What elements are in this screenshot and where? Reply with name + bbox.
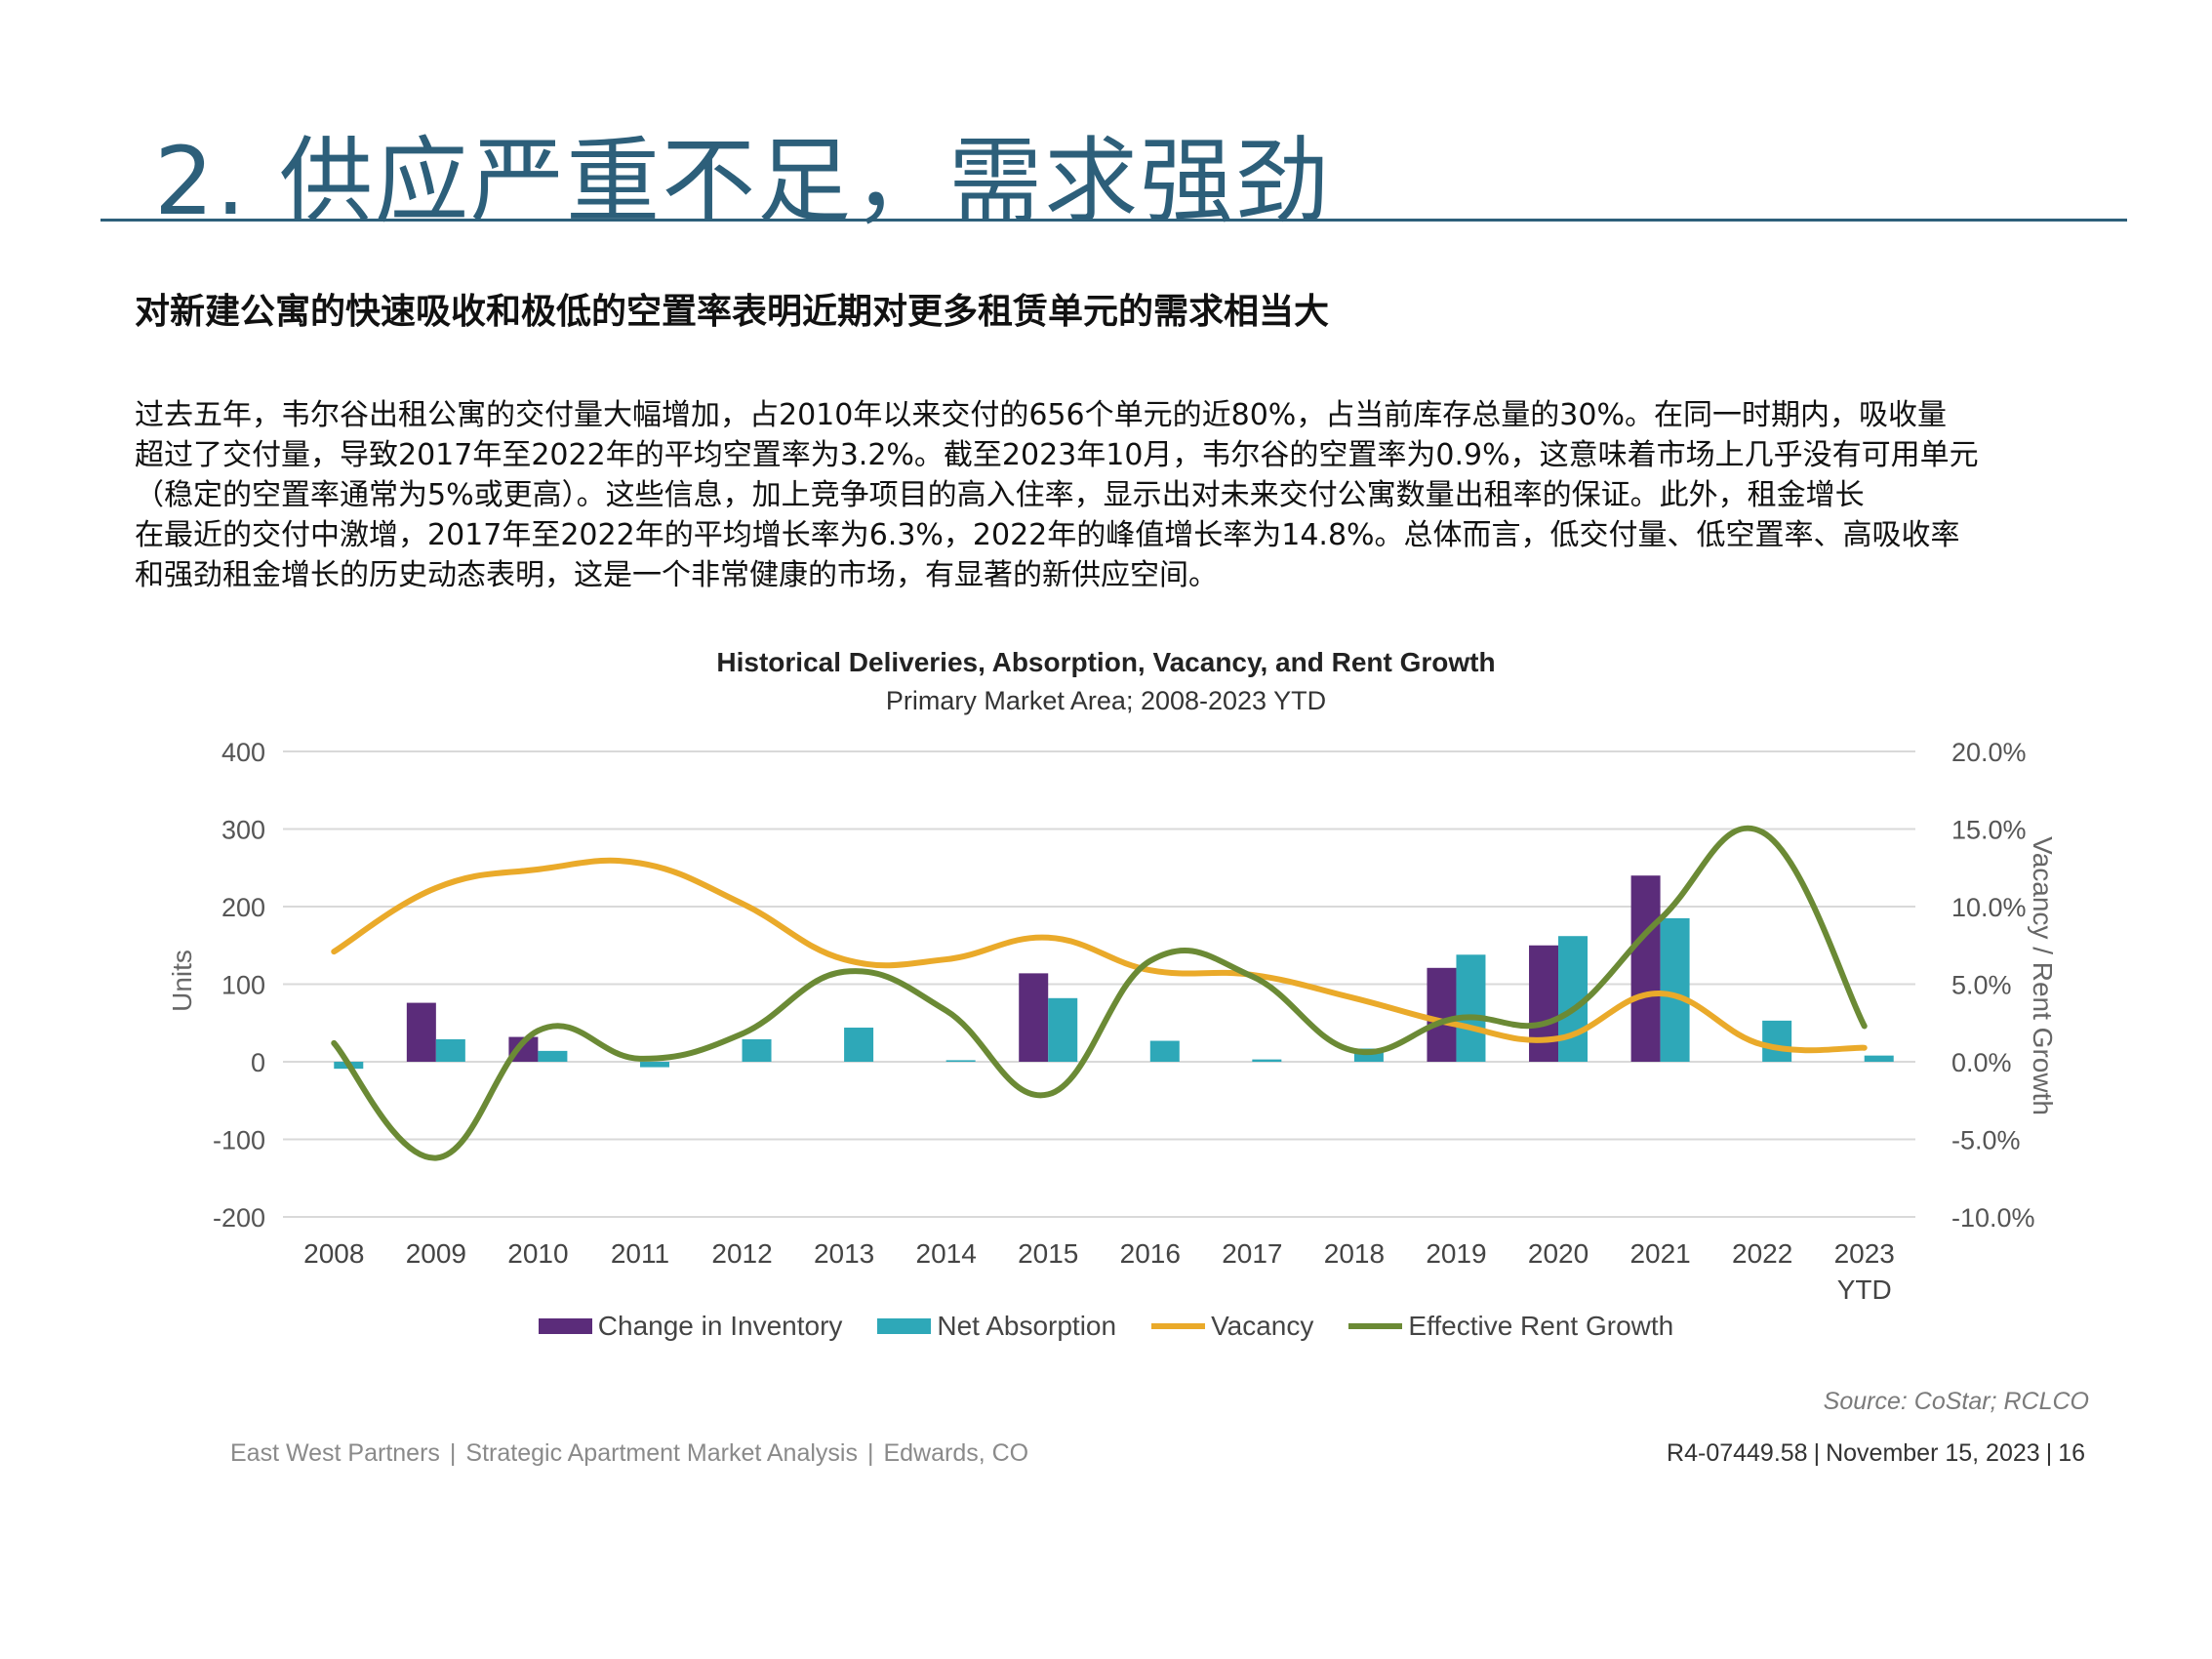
x-tick-label: 2022: [1732, 1238, 1792, 1269]
y-left-tick-label: -200: [213, 1203, 265, 1233]
legend-swatch-inventory: [538, 1318, 592, 1334]
x-tick-label: 2014: [916, 1238, 977, 1269]
body-line: 在最近的交付中激增，2017年至2022年的平均增长率为6.3%，2022年的峰…: [135, 518, 1960, 552]
chart-legend: Change in Inventory Net Absorption Vacan…: [0, 1311, 2212, 1342]
legend-label: Effective Rent Growth: [1408, 1311, 1674, 1341]
body-line: 和强劲租金增长的历史动态表明，这是一个非常健康的市场，有显著的新供应空间。: [135, 558, 1218, 592]
bar-net-absorption: [742, 1038, 772, 1062]
bar-net-absorption: [1864, 1055, 1894, 1062]
bar-change-in-inventory: [1019, 973, 1049, 1062]
y-left-axis-label: Units: [167, 950, 197, 1012]
line-vacancy: [331, 857, 1868, 1054]
chart-subtitle: Primary Market Area; 2008-2023 YTD: [885, 686, 1327, 715]
bar-net-absorption: [435, 1038, 465, 1062]
x-tick-label: 2008: [303, 1238, 364, 1269]
footer-right: R4-07449.58 | November 15, 2023 | 16: [1667, 1439, 2085, 1468]
footer-report-id: R4-07449.58: [1667, 1439, 1808, 1467]
bar-net-absorption: [1456, 954, 1486, 1062]
bar-net-absorption: [1048, 997, 1078, 1062]
chart-source: Source: CoStar; RCLCO: [1823, 1388, 2089, 1415]
y-left-tick-label: 0: [251, 1048, 265, 1077]
chart-title: Historical Deliveries, Absorption, Vacan…: [716, 647, 1496, 677]
x-tick-label: 2017: [1222, 1238, 1282, 1269]
page-title: 2. 供应严重不足，需求强劲: [154, 127, 1332, 236]
x-tick-label: 2020: [1528, 1238, 1589, 1269]
y-right-tick-label: 15.0%: [1951, 816, 2027, 845]
footer-separator: |: [1813, 1439, 1821, 1467]
y-left-tick-label: -100: [213, 1126, 265, 1155]
y-right-axis-label: Vacancy / Rent Growth: [2028, 836, 2058, 1115]
x-tick-label: 2018: [1324, 1238, 1385, 1269]
body-paragraph: 过去五年，韦尔谷出租公寓的交付量大幅增加，占2010年以来交付的656个单元的近…: [135, 395, 2125, 595]
bar-net-absorption: [945, 1060, 976, 1062]
footer-separator: |: [2045, 1439, 2053, 1467]
bar-change-in-inventory: [1427, 967, 1457, 1062]
legend-swatch-absorption: [877, 1318, 932, 1334]
body-line: 超过了交付量，导致2017年至2022年的平均空置率为3.2%。截至2023年1…: [135, 438, 1979, 472]
y-left-tick-label: 200: [221, 893, 265, 922]
y-left-tick-label: 400: [221, 738, 265, 767]
x-tick-label: 2011: [611, 1238, 669, 1269]
body-line: 过去五年，韦尔谷出租公寓的交付量大幅增加，占2010年以来交付的656个单元的近…: [135, 398, 1947, 432]
y-right-tick-label: -10.0%: [1951, 1203, 2035, 1233]
legend-item-net-absorption: Net Absorption: [877, 1311, 1116, 1342]
y-right-tick-label: 20.0%: [1951, 738, 2027, 767]
legend-swatch-vacancy: [1151, 1323, 1206, 1329]
title-divider: [101, 219, 2127, 222]
legend-item-rent-growth: Effective Rent Growth: [1348, 1311, 1673, 1342]
legend-item-change-in-inventory: Change in Inventory: [538, 1311, 843, 1342]
bar-change-in-inventory: [1630, 875, 1661, 1062]
x-tick-label: 2021: [1629, 1238, 1690, 1269]
y-left-tick-label: 100: [221, 971, 265, 1000]
x-tick-label: 2019: [1426, 1238, 1486, 1269]
body-line: （稳定的空置率通常为5%或更高）。这些信息，加上竞争项目的高入住率，显示出对未来…: [135, 478, 1865, 512]
legend-label: Vacancy: [1211, 1311, 1314, 1341]
section-subtitle: 对新建公寓的快速吸收和极低的空置率表明近期对更多租赁单元的需求相当大: [135, 292, 1330, 332]
y-right-tick-label: 0.0%: [1951, 1048, 2012, 1077]
footer-report: Strategic Apartment Market Analysis: [465, 1439, 858, 1467]
x-tick-label: 2009: [406, 1238, 466, 1269]
bar-net-absorption: [538, 1050, 568, 1062]
bar-net-absorption: [1252, 1059, 1282, 1062]
legend-item-vacancy: Vacancy: [1151, 1311, 1313, 1342]
footer-page-number: 16: [2058, 1439, 2085, 1467]
footer-date: November 15, 2023: [1826, 1439, 2040, 1467]
x-tick-label: 2023: [1834, 1238, 1895, 1269]
bar-net-absorption: [639, 1062, 669, 1068]
x-tick-label: 2012: [711, 1238, 772, 1269]
x-tick-label: 2010: [507, 1238, 568, 1269]
x-tick-label: 2016: [1120, 1238, 1181, 1269]
footer-company: East West Partners: [230, 1439, 440, 1467]
y-right-tick-label: -5.0%: [1951, 1126, 2021, 1155]
bar-change-in-inventory: [1529, 945, 1559, 1062]
bar-net-absorption: [844, 1028, 874, 1062]
legend-swatch-rent-growth: [1348, 1323, 1403, 1329]
bar-net-absorption: [1762, 1020, 1792, 1062]
footer-separator: |: [449, 1439, 457, 1467]
legend-label: Change in Inventory: [597, 1311, 843, 1341]
footer-location: Edwards, CO: [883, 1439, 1029, 1467]
y-left-tick-label: 300: [221, 816, 265, 845]
bar-change-in-inventory: [406, 1002, 436, 1062]
bar-net-absorption: [1660, 917, 1690, 1062]
footer-separator: |: [866, 1439, 874, 1467]
bar-net-absorption: [1149, 1040, 1180, 1062]
legend-label: Net Absorption: [937, 1311, 1117, 1341]
line-effective-rent-growth: [331, 825, 1868, 1161]
footer-left: East West Partners | Strategic Apartment M…: [230, 1439, 1028, 1468]
y-right-tick-label: 5.0%: [1951, 971, 2012, 1000]
x-tick-label: YTD: [1837, 1275, 1892, 1305]
y-right-tick-label: 10.0%: [1951, 893, 2027, 922]
x-tick-label: 2013: [814, 1238, 874, 1269]
x-tick-label: 2015: [1018, 1238, 1078, 1269]
